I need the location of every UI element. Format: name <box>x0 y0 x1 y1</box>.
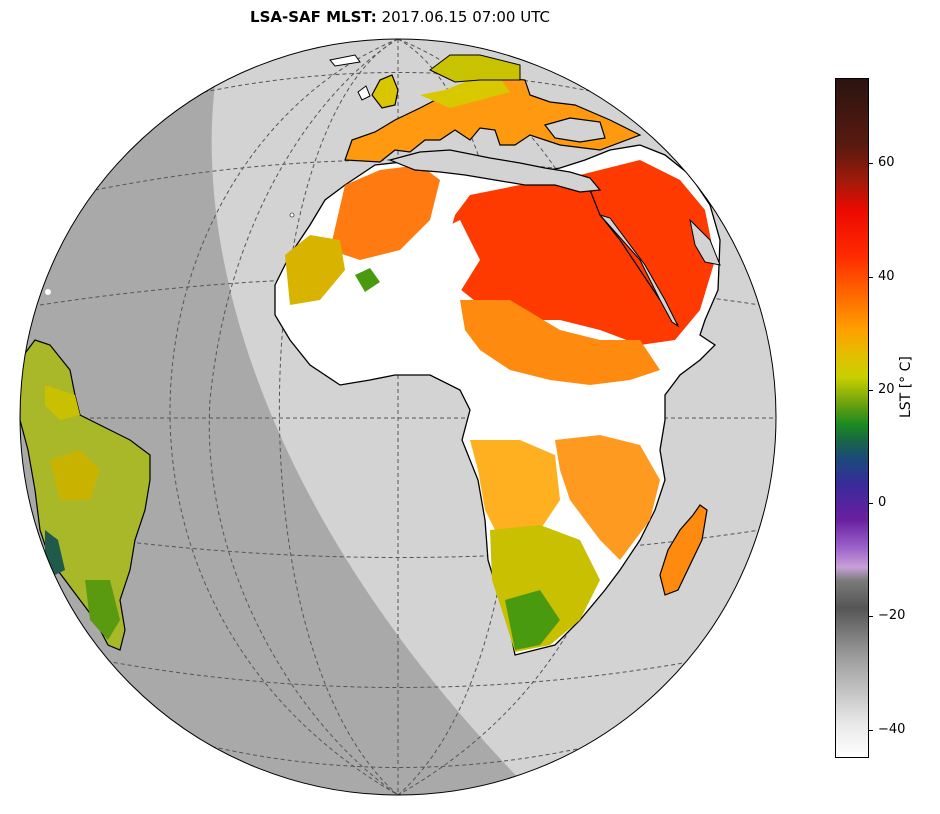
colorbar <box>835 78 869 758</box>
colorbar-tickmark <box>868 390 873 391</box>
colorbar-tick-label: −40 <box>878 722 906 737</box>
product-name: LSA-SAF MLST <box>250 8 371 26</box>
colorbar-tickmark <box>868 503 873 504</box>
colorbar-tickmark <box>868 730 873 731</box>
colorbar-tickmark <box>868 277 873 278</box>
mediterranean-sea <box>388 149 602 193</box>
colorbar-tickmark <box>868 163 873 164</box>
map-title: LSA-SAF MLST: 2017.06.15 07:00 UTC <box>0 8 800 26</box>
title-separator: : <box>370 8 377 26</box>
colorbar-tick-label: 60 <box>878 155 895 170</box>
uk-landmass <box>371 74 399 109</box>
colorbar-tick-label: 0 <box>878 495 887 510</box>
night-side <box>20 39 540 795</box>
colorbar-tick-label: −20 <box>878 608 906 623</box>
colorbar-tick-label: 20 <box>878 382 895 397</box>
globe-body <box>20 39 776 795</box>
globe-outline <box>19 38 777 796</box>
globe-map <box>19 38 777 796</box>
madagascar-landmass <box>659 504 708 596</box>
colorbar-tick-label: 40 <box>878 269 895 284</box>
title-datetime: 2017.06.15 07:00 UTC <box>381 8 550 26</box>
colorbar-tickmark <box>868 616 873 617</box>
colorbar-label: LST [° C] <box>898 356 914 418</box>
